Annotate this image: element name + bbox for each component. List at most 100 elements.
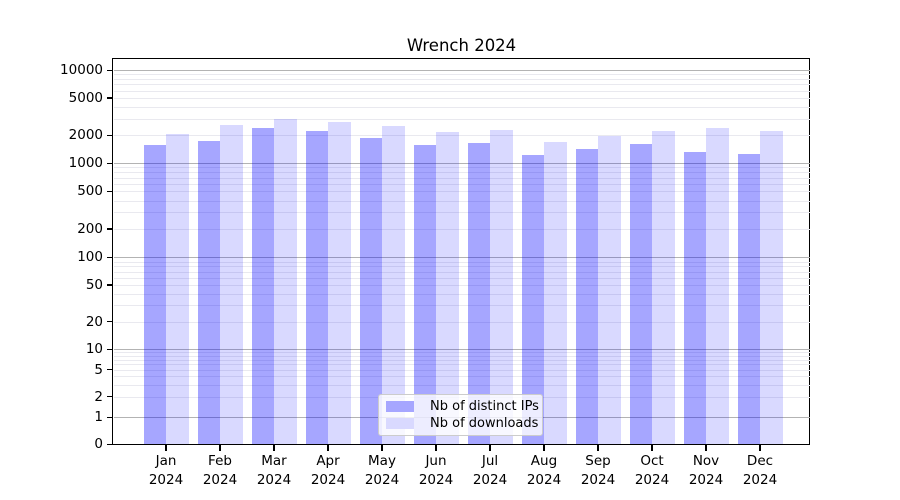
gridline-minor xyxy=(113,167,810,169)
gridline-major xyxy=(113,349,810,351)
y-tick-mark xyxy=(107,443,113,445)
bar-downloads xyxy=(328,121,351,444)
y-tick-label: 1 xyxy=(94,409,103,425)
bar-downloads xyxy=(274,119,297,444)
gridline-minor xyxy=(113,284,810,286)
x-tick-mark xyxy=(543,444,545,451)
x-tick-label: Jun 2024 xyxy=(418,453,454,488)
x-tick-label: Feb 2024 xyxy=(202,453,238,488)
y-tick-mark xyxy=(107,162,113,164)
bar-downloads xyxy=(760,130,783,444)
legend-item-distinct-ips: Nb of distinct IPs xyxy=(386,399,539,414)
legend-swatch-downloads xyxy=(386,418,414,429)
x-tick-mark xyxy=(273,444,275,451)
y-tick-label: 50 xyxy=(85,276,103,293)
x-tick-label: Aug 2024 xyxy=(526,453,562,488)
y-tick-mark xyxy=(107,190,113,193)
y-tick-label: 1000 xyxy=(68,155,103,171)
bar-distinct-ips xyxy=(467,143,490,444)
x-tick-label: Mar 2024 xyxy=(256,453,292,488)
gridline-minor xyxy=(113,376,810,378)
y-tick-label: 2000 xyxy=(68,127,103,143)
x-tick-mark xyxy=(435,444,437,451)
x-tick-label: May 2024 xyxy=(364,453,400,488)
bar-distinct-ips xyxy=(197,140,220,444)
gridline-minor xyxy=(113,177,810,179)
x-tick-mark xyxy=(759,444,761,451)
gridline-minor xyxy=(113,74,810,76)
y-tick-mark xyxy=(107,348,113,350)
gridline-minor xyxy=(113,84,810,86)
gridline-minor xyxy=(113,355,810,357)
gridline-minor xyxy=(113,228,810,230)
y-tick-mark xyxy=(107,134,113,136)
y-tick-mark xyxy=(107,416,113,418)
x-tick-label: Jan 2024 xyxy=(148,453,184,488)
gridline-major xyxy=(113,163,810,164)
gridline-major xyxy=(113,70,810,71)
gridline-minor xyxy=(113,135,810,136)
gridline-minor xyxy=(113,364,810,366)
legend-item-downloads: Nb of downloads xyxy=(386,416,539,431)
x-tick-mark xyxy=(165,444,167,451)
x-tick-mark xyxy=(597,444,599,451)
gridline-minor xyxy=(113,183,810,185)
gridline-minor xyxy=(113,97,810,99)
bar-distinct-ips xyxy=(521,154,544,444)
bar-distinct-ips xyxy=(359,138,382,444)
bar-distinct-ips xyxy=(251,127,274,444)
gridline-minor xyxy=(113,200,810,202)
x-tick-label: Dec 2024 xyxy=(742,453,778,488)
plot-area xyxy=(112,58,810,445)
legend-label-downloads: Nb of downloads xyxy=(430,416,539,431)
y-tick-label: 5000 xyxy=(68,89,103,106)
y-tick-label: 100 xyxy=(77,249,103,266)
x-tick-label: Oct 2024 xyxy=(634,453,670,488)
bar-distinct-ips xyxy=(413,145,436,444)
y-tick-label: 2 xyxy=(94,388,103,405)
gridline-major xyxy=(113,257,810,259)
bar-downloads xyxy=(166,134,189,444)
gridline-minor xyxy=(113,277,810,279)
gridline-minor xyxy=(113,79,810,80)
y-tick-label: 10 xyxy=(85,341,103,358)
bar-downloads xyxy=(652,130,675,444)
gridline-minor xyxy=(113,321,810,323)
gridline-minor xyxy=(113,384,810,386)
bar-distinct-ips xyxy=(305,131,328,444)
bar-distinct-ips xyxy=(575,149,598,444)
legend: Nb of distinct IPs Nb of downloads xyxy=(378,394,543,436)
gridline-minor xyxy=(113,271,810,273)
legend-swatch-distinct-ips xyxy=(386,401,414,412)
x-tick-label: Jul 2024 xyxy=(472,453,508,488)
bar-downloads xyxy=(490,130,513,444)
bar-downloads xyxy=(544,142,567,444)
x-tick-label: Nov 2024 xyxy=(688,453,724,488)
y-tick-mark xyxy=(107,69,113,71)
gridline-minor xyxy=(113,107,810,108)
gridline-minor xyxy=(113,261,810,263)
y-tick-label: 200 xyxy=(77,220,103,237)
bar-downloads xyxy=(706,128,729,444)
gridline-minor xyxy=(113,266,810,268)
y-tick-label: 0 xyxy=(94,436,103,452)
gridline-minor xyxy=(113,212,810,214)
gridline-minor xyxy=(113,118,810,120)
x-tick-mark xyxy=(327,444,329,451)
bar-downloads xyxy=(598,135,621,444)
legend-label-distinct-ips: Nb of distinct IPs xyxy=(430,399,539,414)
y-tick-mark xyxy=(107,396,113,398)
bar-distinct-ips xyxy=(629,144,652,444)
bar-downloads xyxy=(382,125,405,444)
bar-distinct-ips xyxy=(143,145,166,444)
y-tick-mark xyxy=(107,369,113,371)
gridline-minor xyxy=(113,191,810,193)
y-tick-label: 500 xyxy=(77,183,103,200)
y-tick-mark xyxy=(107,256,113,258)
gridline-minor xyxy=(113,293,810,295)
x-tick-mark xyxy=(705,444,707,451)
gridline-minor xyxy=(113,172,810,174)
gridline-minor xyxy=(113,305,810,307)
x-tick-mark xyxy=(489,444,491,451)
gridline-minor xyxy=(113,90,810,92)
